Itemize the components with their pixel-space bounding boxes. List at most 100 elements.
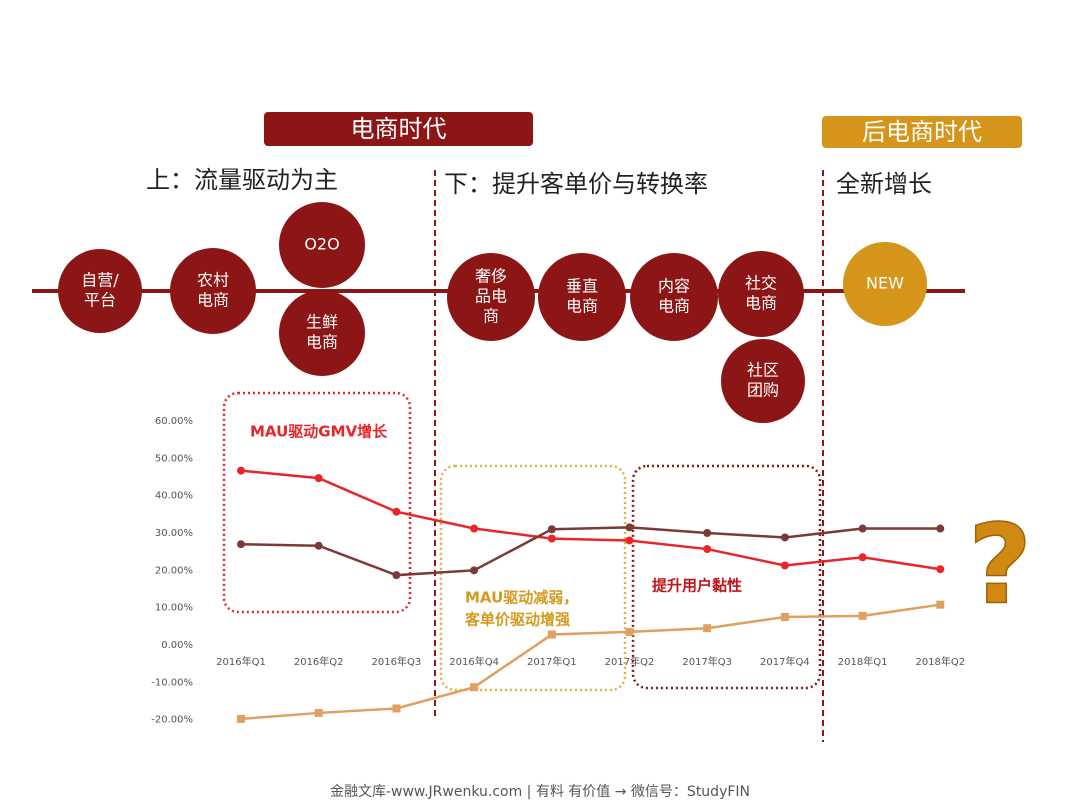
y-tick-label: 60.00% bbox=[155, 416, 193, 427]
y-tick-label: -10.00% bbox=[151, 677, 193, 688]
x-tick-label: 2017年Q3 bbox=[682, 655, 732, 668]
point bbox=[936, 524, 945, 533]
timeline-node bbox=[721, 339, 805, 423]
series-line bbox=[240, 603, 941, 721]
node-label: 垂直 bbox=[566, 277, 598, 296]
point bbox=[780, 561, 789, 570]
point bbox=[858, 524, 867, 533]
x-tick-label: 2016年Q2 bbox=[294, 655, 344, 668]
node-label: 农村 bbox=[197, 271, 229, 290]
node-label: 品电 bbox=[475, 287, 507, 306]
node-label: 生鲜 bbox=[306, 313, 338, 332]
series-line bbox=[240, 469, 941, 571]
footer: 金融文库-www.JRwenku.com | 有料 有价值 → 微信号：Stud… bbox=[330, 784, 750, 800]
x-tick-label: 2017年Q1 bbox=[527, 655, 577, 668]
question-mark: ? bbox=[968, 500, 1032, 628]
node-label: 自营/ bbox=[81, 271, 119, 290]
y-tick-label: 40.00% bbox=[155, 491, 193, 502]
point bbox=[547, 630, 556, 639]
annotation: 客单价驱动增强 bbox=[464, 611, 570, 629]
timeline-node bbox=[630, 253, 718, 341]
node-label: 电商 bbox=[745, 294, 777, 313]
banner-text: 电商时代 bbox=[351, 115, 447, 143]
y-tick-label: 10.00% bbox=[155, 603, 193, 614]
node-label: 电商 bbox=[306, 333, 338, 352]
point bbox=[470, 524, 479, 533]
highlight-box bbox=[631, 464, 822, 690]
timeline-node bbox=[538, 253, 626, 341]
highlight-box bbox=[222, 391, 412, 614]
subhead: 全新增长 bbox=[836, 170, 932, 198]
timeline-node bbox=[279, 202, 365, 288]
point bbox=[314, 474, 323, 483]
point bbox=[625, 523, 634, 532]
y-tick-label: 0.00% bbox=[161, 640, 193, 651]
y-tick-label: -20.00% bbox=[151, 715, 193, 726]
point bbox=[314, 708, 323, 717]
node-label: NEW bbox=[866, 274, 904, 293]
timeline-node bbox=[843, 242, 927, 326]
x-tick-label: 2016年Q4 bbox=[449, 655, 499, 668]
point bbox=[703, 528, 712, 537]
point bbox=[470, 683, 479, 692]
point bbox=[780, 533, 789, 542]
annotation: MAU驱动减弱， bbox=[465, 589, 578, 607]
point bbox=[780, 612, 789, 621]
point bbox=[237, 540, 245, 549]
x-tick-label: 2017年Q2 bbox=[605, 655, 655, 668]
annotation: 提升用户黏性 bbox=[652, 577, 742, 595]
timeline-node bbox=[170, 248, 256, 334]
series-line bbox=[240, 526, 941, 577]
node-label: 内容 bbox=[658, 277, 690, 296]
node-label: O2O bbox=[304, 235, 339, 254]
point bbox=[392, 704, 401, 713]
chart: -20.00% -10.00% 0.00% 10.00% 20.00% 30.00% 40.… bbox=[151, 391, 1033, 726]
x-tick-label: 2018年Q1 bbox=[838, 655, 888, 668]
subhead: 下：提升客单价与转换率 bbox=[444, 170, 708, 198]
annotation: MAU驱动GMV增长 bbox=[250, 423, 388, 441]
highlight-box bbox=[439, 464, 627, 692]
point bbox=[936, 565, 945, 574]
node-label: 平台 bbox=[84, 291, 116, 310]
node-label: 电商 bbox=[566, 297, 598, 316]
y-tick-label: 30.00% bbox=[155, 528, 193, 539]
point bbox=[703, 545, 712, 554]
x-tick-label: 2016年Q3 bbox=[372, 655, 422, 668]
timeline-node bbox=[718, 251, 804, 337]
x-tick-label: 2017年Q4 bbox=[760, 655, 810, 668]
x-tick-label: 2018年Q2 bbox=[915, 655, 965, 668]
subhead: 上：流量驱动为主 bbox=[146, 166, 338, 194]
point bbox=[858, 611, 867, 620]
point bbox=[936, 600, 945, 609]
point bbox=[625, 627, 634, 636]
banner-text: 后电商时代 bbox=[862, 118, 982, 146]
point bbox=[392, 507, 401, 516]
node-label: 团购 bbox=[747, 381, 779, 400]
timeline-node bbox=[279, 290, 365, 376]
node-label: 商 bbox=[483, 307, 499, 326]
point bbox=[547, 525, 556, 534]
x-tick-label: 2016年Q1 bbox=[216, 655, 266, 668]
node-label: 电商 bbox=[658, 297, 690, 316]
banner bbox=[822, 116, 1022, 148]
y-tick-label: 50.00% bbox=[155, 453, 193, 464]
point bbox=[858, 553, 867, 562]
y-tick-label: 20.00% bbox=[155, 565, 193, 576]
point bbox=[237, 714, 245, 723]
point bbox=[314, 541, 323, 550]
node-label: 社区 bbox=[747, 361, 779, 380]
point bbox=[703, 624, 712, 633]
point bbox=[392, 571, 401, 580]
point bbox=[625, 536, 634, 545]
banner bbox=[264, 112, 533, 146]
node-label: 奢侈 bbox=[475, 267, 507, 286]
timeline-node bbox=[447, 253, 535, 341]
point bbox=[470, 566, 479, 575]
node-label: 电商 bbox=[197, 291, 229, 310]
point bbox=[547, 534, 556, 543]
node-label: 社交 bbox=[745, 274, 777, 293]
timeline-node bbox=[58, 249, 142, 333]
point bbox=[237, 466, 245, 475]
